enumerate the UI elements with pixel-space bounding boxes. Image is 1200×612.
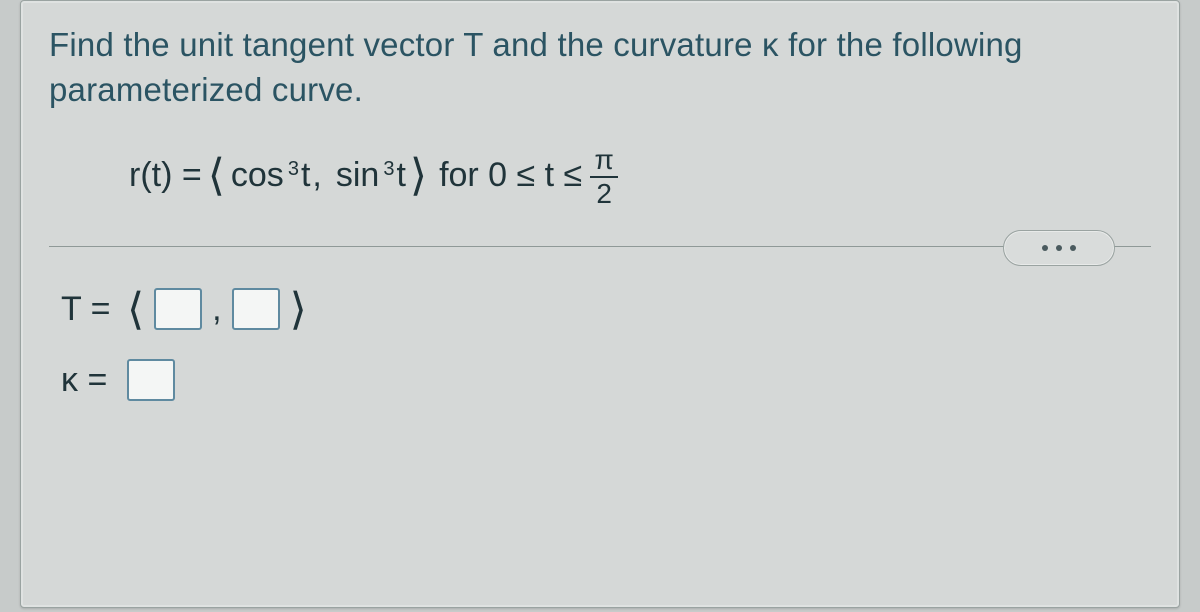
domain-text: for 0 ≤ t ≤ (439, 156, 582, 195)
prompt-line-1: Find the unit tangent vector T and the c… (49, 26, 1023, 63)
section-divider (49, 246, 1151, 247)
T-component-1-input[interactable] (154, 288, 202, 330)
sin-exponent: 3 (383, 158, 394, 181)
T-right-bracket: ⟩ (290, 288, 307, 332)
sin-arg: t (396, 156, 405, 195)
answers-block: T = ⟨ , ⟩ κ = (61, 287, 1151, 401)
kappa-label: κ = (61, 361, 117, 400)
more-button[interactable] (1003, 230, 1115, 266)
frac-den: 2 (596, 180, 612, 208)
ellipsis-dot-icon (1042, 245, 1048, 251)
cos-label: cos (231, 156, 284, 195)
right-angle-bracket: ⟩ (410, 154, 427, 198)
prompt-line-2: parameterized curve. (49, 71, 363, 108)
T-component-2-input[interactable] (232, 288, 280, 330)
sin-term: sin 3 t (330, 156, 406, 195)
divider-wrap (49, 246, 1151, 247)
kappa-input[interactable] (127, 359, 175, 401)
sin-label: sin (336, 156, 379, 195)
ellipsis-dot-icon (1056, 245, 1062, 251)
formula: r(t) = ⟨ cos 3 t , sin 3 t ⟩ for 0 ≤ t ≤… (129, 144, 1151, 206)
ellipsis-dot-icon (1070, 245, 1076, 251)
cos-arg: t (301, 156, 310, 195)
frac-num: π (595, 146, 614, 174)
question-card: Find the unit tangent vector T and the c… (20, 0, 1180, 608)
pi-over-2: π 2 (590, 146, 618, 208)
T-left-bracket: ⟨ (127, 288, 144, 332)
answer-T-row: T = ⟨ , ⟩ (61, 287, 1151, 331)
formula-lhs: r(t) = (129, 156, 202, 195)
T-comma: , (212, 290, 221, 329)
cos-exponent: 3 (288, 158, 299, 181)
T-label: T = (61, 290, 117, 329)
left-angle-bracket: ⟨ (208, 154, 225, 198)
cos-term: cos 3 t (225, 156, 311, 195)
question-prompt: Find the unit tangent vector T and the c… (49, 23, 1151, 112)
term-comma: , (312, 156, 321, 195)
answer-kappa-row: κ = (61, 359, 1151, 401)
